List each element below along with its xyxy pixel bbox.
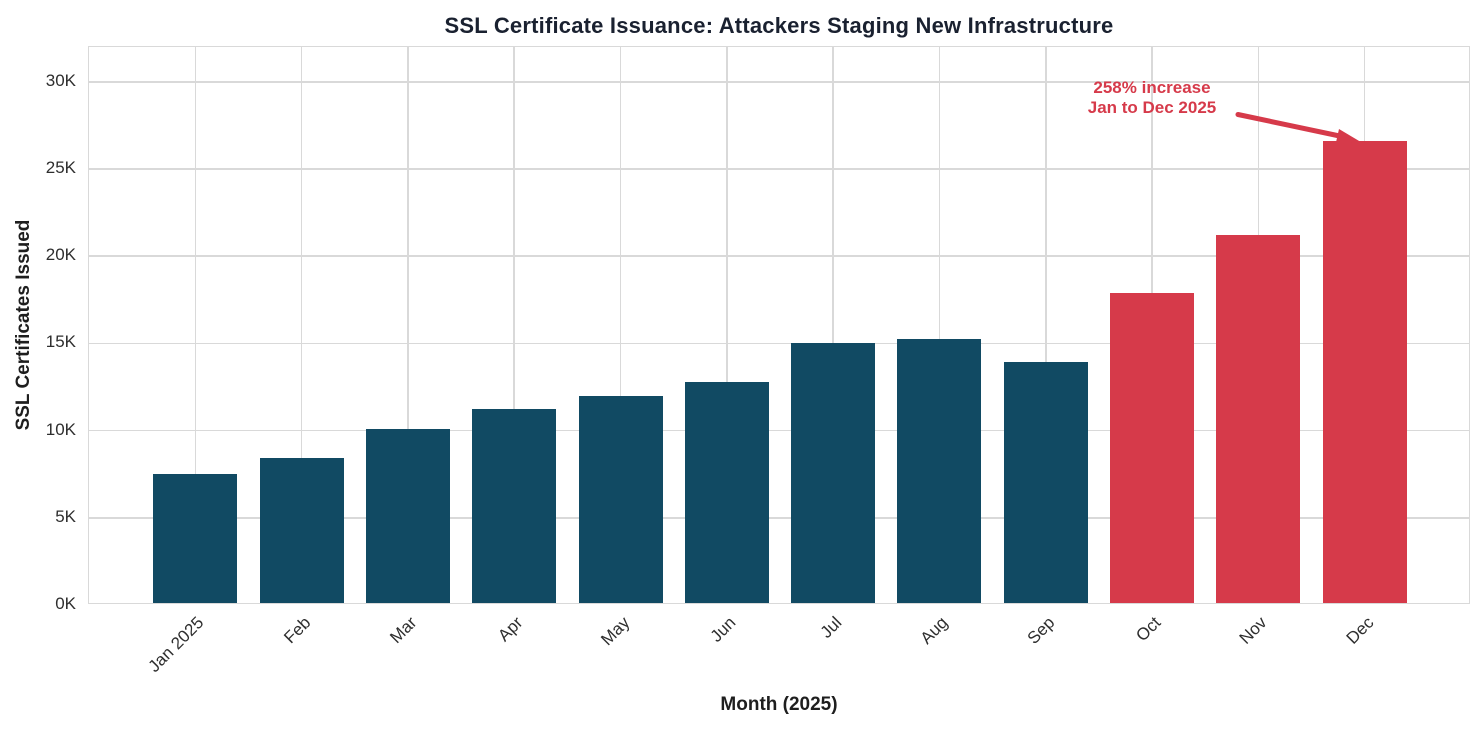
gridline-x-jul	[832, 47, 834, 603]
annotation-line-2: Jan to Dec 2025	[1087, 98, 1217, 117]
gridline-x-may	[619, 47, 622, 603]
bar-jul	[791, 343, 876, 603]
y-tick-15K: 15K	[45, 332, 76, 352]
bar-apr	[472, 409, 557, 603]
annotation-callout: 258% increase Jan to Dec 2025	[1042, 78, 1262, 118]
y-tick-30K: 30K	[45, 70, 76, 90]
plot-area: 258% increase Jan to Dec 2025	[88, 46, 1470, 604]
y-tick-20K: 20K	[45, 245, 76, 265]
gridline-x-aug	[938, 47, 941, 603]
gridline-x-mar	[407, 47, 409, 603]
gridline-x-sep	[1044, 47, 1047, 603]
x-tick-jan-2025: Jan 2025	[144, 613, 208, 676]
bar-feb	[259, 458, 344, 603]
gridline-y-10K	[89, 429, 1469, 432]
bar-sep	[1003, 361, 1088, 603]
gridline-y-20K	[89, 255, 1469, 258]
bar-jan-2025	[153, 473, 238, 603]
chart-title: SSL Certificate Issuance: Attackers Stag…	[444, 13, 1114, 38]
bar-jun	[684, 381, 769, 603]
gridline-x-jun	[726, 47, 728, 603]
gridline-y-15K	[89, 342, 1469, 345]
x-axis-label: Month (2025)	[720, 694, 838, 715]
y-tick-5K: 5K	[55, 506, 76, 526]
gridline-x-jan-2025	[194, 47, 197, 603]
y-tick-10K: 10K	[45, 419, 76, 439]
bar-mar	[365, 428, 450, 603]
bar-may	[578, 395, 663, 603]
bar-dec	[1322, 140, 1407, 603]
y-tick-0K: 0K	[55, 594, 76, 613]
bar-nov	[1216, 235, 1301, 603]
gridline-x-feb	[300, 47, 303, 603]
gridline-y-30K	[89, 81, 1469, 83]
gridline-y-25K	[89, 168, 1469, 170]
y-tick-25K: 25K	[45, 158, 76, 178]
gridline-y-5K	[89, 517, 1469, 519]
gridline-x-apr	[513, 47, 516, 603]
bar-aug	[897, 338, 982, 603]
bar-oct	[1110, 292, 1195, 603]
annotation-line-1: 258% increase	[1093, 78, 1211, 97]
